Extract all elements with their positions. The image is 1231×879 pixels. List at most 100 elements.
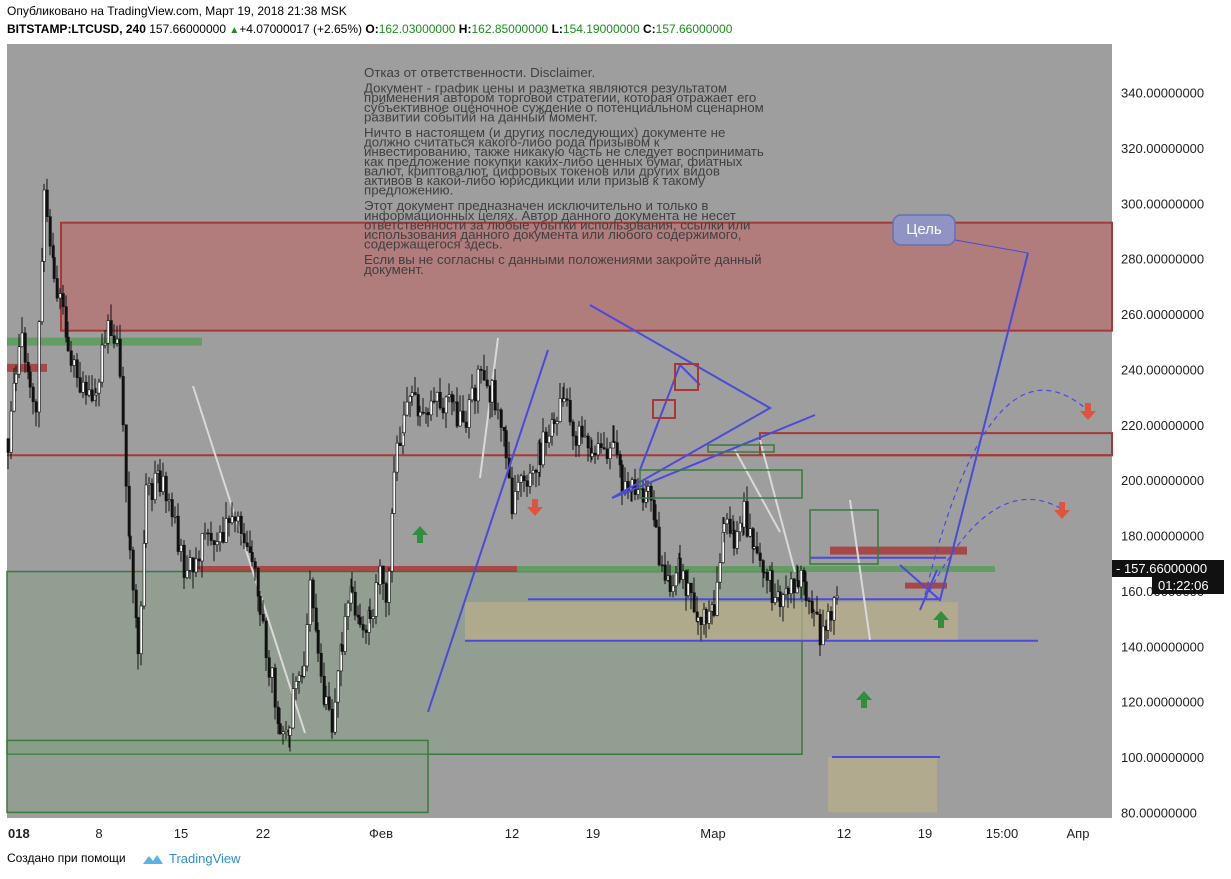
candle-body	[586, 435, 590, 449]
time-axis	[0, 818, 1231, 844]
candle-body	[416, 394, 420, 417]
candle-body	[748, 528, 752, 537]
candle-body	[37, 321, 41, 413]
disclaimer-line: использования данного документа или любо…	[364, 227, 741, 242]
candle-body	[413, 392, 417, 395]
tradingview-cloud-icon	[143, 855, 163, 864]
disclaimer-line: информационных целях. Автор данного доку…	[364, 208, 736, 223]
y-tick-label: 320.00000000	[1121, 141, 1204, 156]
candle-body	[458, 410, 462, 427]
candle-body	[224, 518, 228, 543]
x-tick-label: Фев	[369, 826, 393, 841]
candle-body	[221, 532, 225, 543]
candle-body	[158, 470, 162, 493]
disclaimer-line: Этот документ предназначен исключительно…	[364, 198, 708, 213]
trend-line	[479, 337, 499, 479]
disclaimer-line: как предложение покупки каких-либо ценны…	[364, 154, 743, 169]
candle-body	[502, 427, 506, 431]
up-arrow-icon	[412, 526, 428, 543]
candle-body	[242, 533, 246, 544]
candle-body	[770, 570, 774, 603]
callout-leader	[954, 239, 1029, 254]
candle-body	[124, 424, 128, 487]
mark-box	[707, 444, 775, 453]
candle-body	[144, 484, 148, 544]
candle-body	[55, 278, 59, 299]
candle-body	[641, 488, 645, 503]
y-tick-label: 240.00000000	[1121, 362, 1204, 377]
y-tick-label: 340.00000000	[1121, 86, 1204, 101]
close-label: C:	[642, 22, 656, 36]
candle-body	[72, 359, 76, 366]
candle-body	[732, 529, 736, 549]
change-value: +4.07000017 (+2.65%)	[239, 22, 363, 36]
candle-body	[652, 499, 656, 521]
candle-body	[810, 600, 814, 613]
candle-body	[6, 438, 10, 453]
y-tick-label: 100.00000000	[1121, 750, 1204, 765]
candle-body	[139, 605, 143, 654]
candle-body	[330, 708, 334, 733]
disclaimer-line: субъективное оценочное суждение о потенц…	[364, 100, 764, 115]
candle-body	[346, 602, 350, 617]
candle-body	[336, 670, 340, 703]
low-label: L:	[551, 22, 563, 36]
candle-body	[288, 727, 292, 736]
candle-body	[686, 582, 690, 596]
candle-body	[142, 543, 146, 607]
candle-body	[270, 667, 274, 678]
candle-body	[513, 491, 517, 515]
candle-body	[136, 617, 140, 654]
target-label: Цель	[906, 221, 942, 238]
disclaimer-line: применения автором торговой стратегии, к…	[364, 90, 756, 105]
tradingview-logo[interactable]: TradingView	[141, 851, 241, 866]
mark-box	[652, 399, 676, 419]
candle-body	[9, 410, 13, 453]
level-bar-red	[905, 582, 947, 589]
candle-body	[78, 377, 82, 393]
plot-area	[7, 44, 1112, 818]
candle-body	[522, 475, 526, 482]
candle-body	[390, 513, 394, 572]
y-tick-label: 80.00000000	[1121, 805, 1197, 820]
candle-body	[61, 293, 65, 307]
candle-body	[34, 401, 38, 413]
candle-body	[273, 667, 277, 708]
candle-body	[164, 475, 168, 502]
symbol-label: BITSTAMP:LTCUSD, 240	[7, 22, 146, 36]
candle-body	[444, 396, 448, 414]
candle-body	[185, 570, 189, 578]
candle-body	[742, 501, 746, 528]
candle-body	[69, 350, 73, 366]
candle-body	[405, 401, 409, 416]
candle-body	[100, 344, 104, 383]
candle-body	[534, 470, 538, 473]
candle-body	[410, 392, 414, 397]
candle-body	[194, 558, 198, 573]
trend-line	[759, 439, 796, 573]
candle-body	[722, 523, 726, 533]
x-tick-label: 19	[586, 826, 600, 841]
candle-body	[23, 332, 27, 363]
y-tick-label: 140.00000000	[1121, 639, 1204, 654]
candle-body	[395, 442, 399, 473]
candle-body	[441, 407, 445, 414]
last-price-tag	[1112, 560, 1224, 577]
x-tick-label: 15	[174, 826, 188, 841]
level-bar-red	[830, 546, 967, 555]
candle-body	[738, 522, 742, 533]
candle-body	[470, 387, 474, 401]
candle-body	[291, 688, 295, 729]
candle-body	[482, 370, 486, 381]
y-tick-label: 200.00000000	[1121, 473, 1204, 488]
x-tick-label: Мар	[700, 826, 725, 841]
candle-body	[170, 499, 174, 518]
candle-body	[267, 657, 271, 678]
candle-body	[188, 557, 192, 571]
candle-body	[630, 479, 634, 488]
candle-body	[387, 570, 391, 603]
candle-body	[121, 376, 125, 426]
candle-body	[58, 293, 62, 299]
candle-body	[479, 368, 483, 371]
